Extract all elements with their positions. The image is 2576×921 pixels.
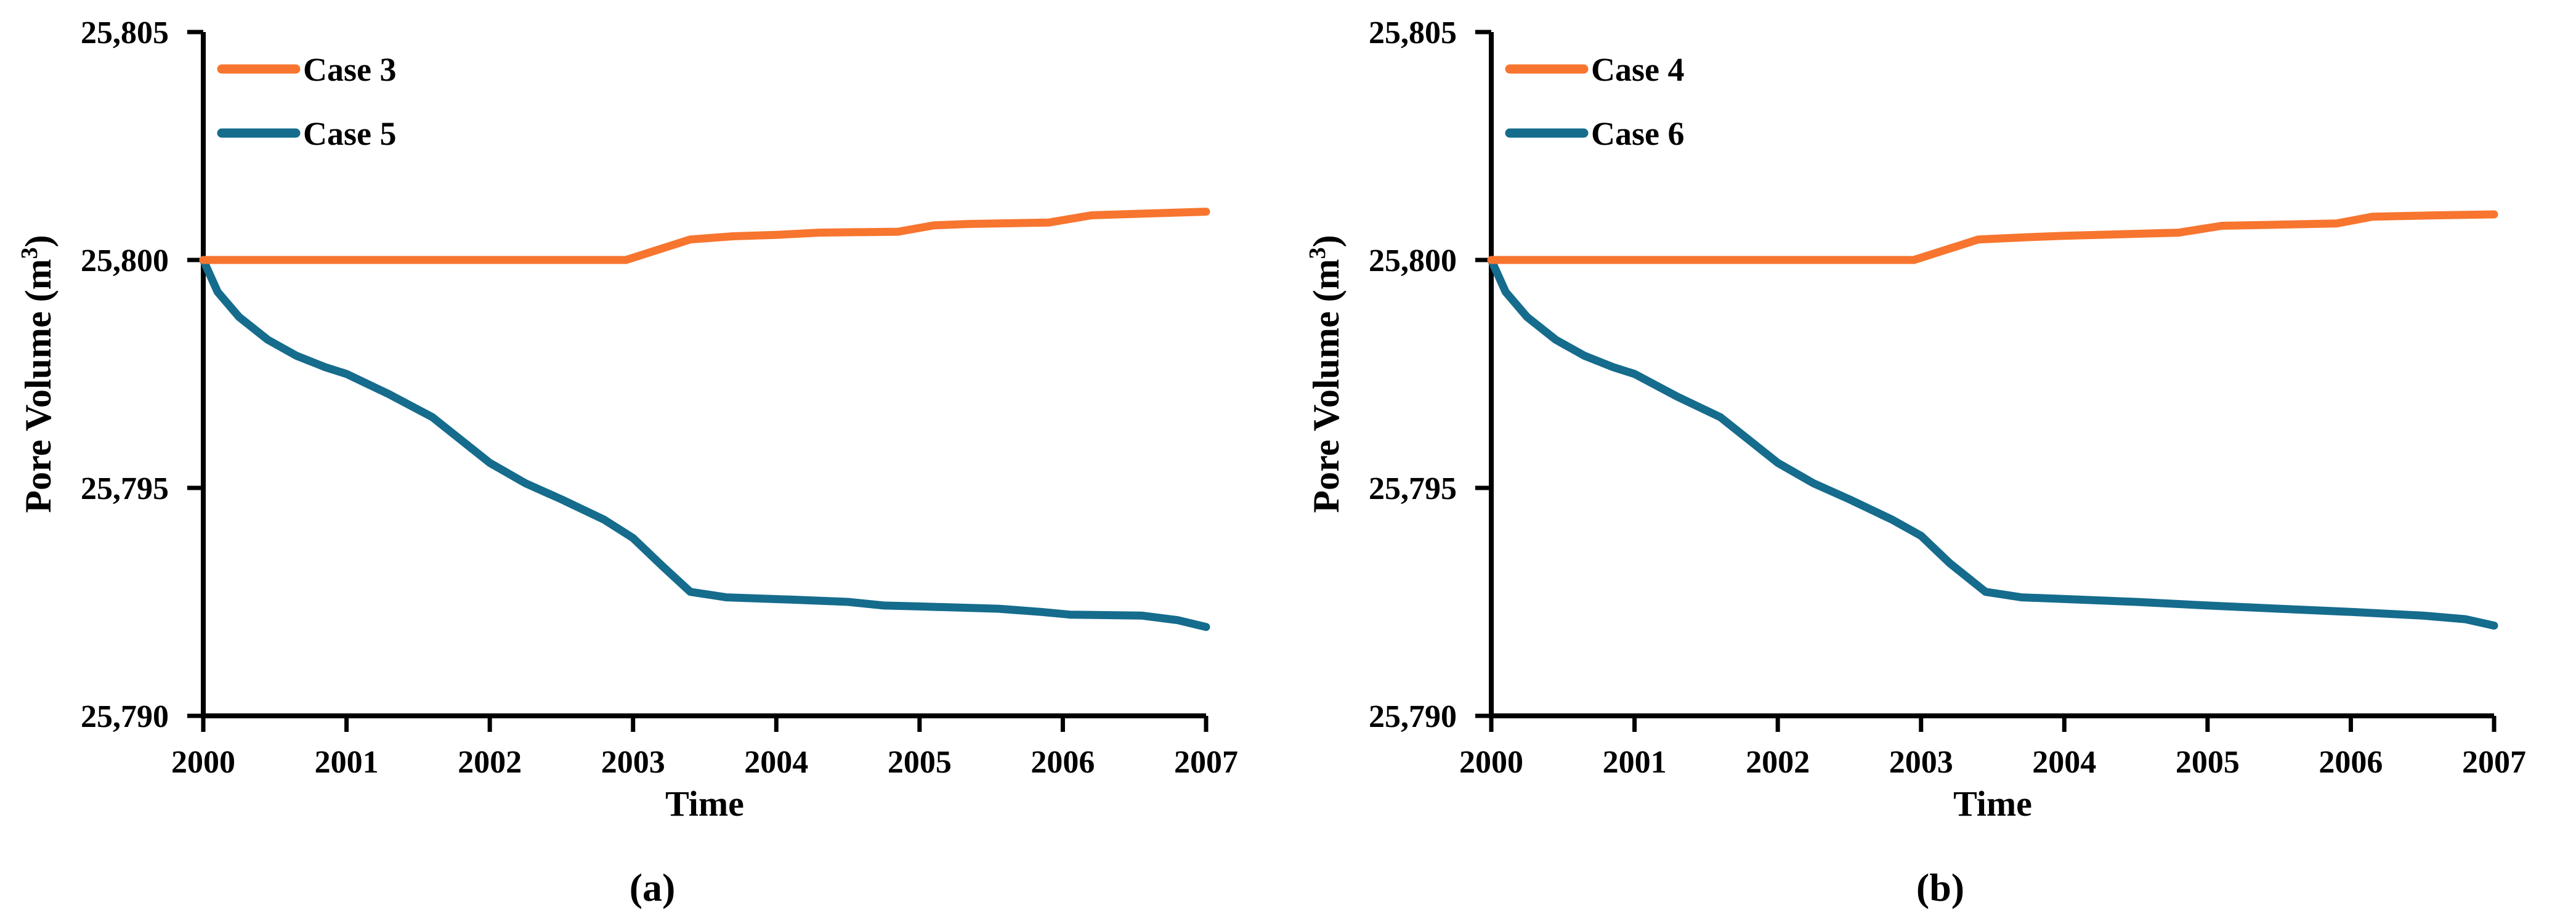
legend-label: Case 4: [1591, 51, 1684, 88]
y-tick-label: 25,790: [81, 699, 169, 734]
x-tick-label: 2007: [1174, 745, 1238, 780]
series-line-case-5: [199, 256, 1210, 631]
y-axis-title: Pore Volume (m3): [1305, 235, 1347, 513]
y-tick-label: 25,800: [1369, 243, 1457, 278]
x-tick-label: 2002: [458, 745, 522, 780]
panel-caption: (b): [1916, 866, 1964, 909]
x-tick-label: 2000: [1459, 745, 1523, 780]
x-axis-title: Time: [665, 784, 744, 824]
x-tick-label: 2005: [888, 745, 952, 780]
panel-a-chart: 25,790 25,795 25,800 25,805 2000 2001 2002 2003…: [17, 15, 1238, 909]
x-tick-label: 2004: [744, 745, 808, 780]
y-tick-label: 25,800: [81, 243, 169, 278]
legend-label: Case 5: [303, 115, 396, 152]
panel-caption: (a): [630, 866, 676, 909]
x-tick-label: 2003: [601, 745, 665, 780]
series-line-case-3: [199, 208, 1210, 264]
panel-b-chart: 25,790 25,795 25,800 25,805 2000 2001 2002 2003…: [1305, 15, 2526, 909]
y-axis-title: Pore Volume (m3): [17, 235, 59, 513]
y-tick-label: 25,795: [1369, 471, 1457, 506]
x-tick-label: 2006: [1031, 745, 1095, 780]
y-tick-label: 25,805: [1369, 15, 1457, 51]
x-axis-title: Time: [1953, 784, 2032, 824]
y-tick-label: 25,795: [81, 471, 169, 506]
legend-label: Case 3: [303, 51, 396, 88]
series-line-case-6: [1487, 256, 2498, 630]
x-tick-label: 2002: [1746, 745, 1810, 780]
y-tick-label: 25,790: [1369, 699, 1457, 734]
legend-label: Case 6: [1591, 115, 1684, 152]
x-tick-label: 2006: [2319, 745, 2383, 780]
x-tick-label: 2005: [2176, 745, 2240, 780]
x-tick-label: 2000: [171, 745, 235, 780]
series-line-case-4: [1487, 210, 2498, 264]
y-tick-label: 25,805: [81, 15, 169, 51]
x-tick-label: 2003: [1889, 745, 1953, 780]
x-tick-label: 2001: [315, 745, 379, 780]
x-tick-label: 2007: [2462, 745, 2526, 780]
x-tick-label: 2004: [2032, 745, 2096, 780]
x-tick-label: 2001: [1603, 745, 1667, 780]
